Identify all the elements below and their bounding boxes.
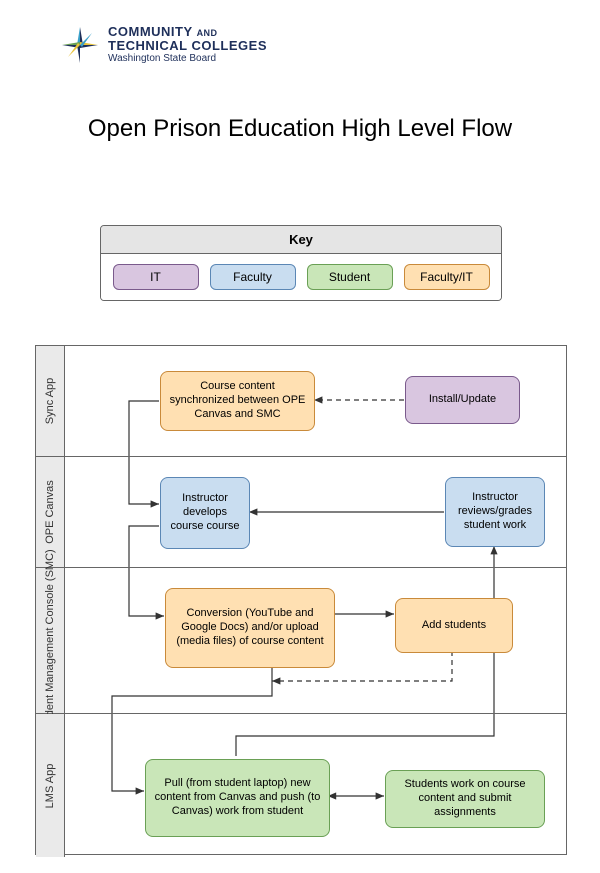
lane-content-ope: Instructor develops course course Instruc…	[65, 457, 566, 567]
legend-chip-faculty-it: Faculty/IT	[404, 264, 490, 290]
lane-content-sync: Course content synchronized between OPE …	[65, 346, 566, 456]
node-smc_conv: Conversion (YouTube and Google Docs) and…	[165, 588, 335, 668]
node-sync_install: Install/Update	[405, 376, 520, 424]
lane-label-smc: Student Management Console (SMC)	[36, 568, 65, 713]
logo-subtitle: Washington State Board	[108, 54, 267, 65]
logo-line1a: COMMUNITY	[108, 24, 192, 39]
page-title: Open Prison Education High Level Flow	[0, 115, 600, 143]
legend: Key IT Faculty Student Faculty/IT	[100, 225, 502, 301]
lane-lms: LMS App Pull (from student laptop) new co…	[36, 714, 566, 857]
lane-content-lms: Pull (from student laptop) new content f…	[65, 714, 566, 857]
node-smc_add: Add students	[395, 598, 513, 653]
logo: COMMUNITY AND TECHNICAL COLLEGES Washing…	[60, 25, 267, 65]
legend-chip-faculty: Faculty	[210, 264, 296, 290]
lane-content-smc: Conversion (YouTube and Google Docs) and…	[65, 568, 566, 713]
legend-chip-student: Student	[307, 264, 393, 290]
logo-line2: TECHNICAL COLLEGES	[108, 39, 267, 53]
node-ope_review: Instructor reviews/grades student work	[445, 477, 545, 547]
node-lms_pull: Pull (from student laptop) new content f…	[145, 759, 330, 837]
node-sync_course: Course content synchronized between OPE …	[160, 371, 315, 431]
lane-sync: Sync App Course content synchronized betw…	[36, 346, 566, 457]
swimlanes: Sync App Course content synchronized betw…	[35, 345, 567, 855]
legend-header: Key	[101, 226, 501, 254]
lane-ope: OPE CanvasInstructor develops course cou…	[36, 457, 566, 568]
lane-smc: Student Management Console (SMC) Conversi…	[36, 568, 566, 714]
node-ope_dev: Instructor develops course course	[160, 477, 250, 549]
lane-label-sync: Sync App	[36, 346, 65, 456]
logo-text: COMMUNITY AND TECHNICAL COLLEGES Washing…	[108, 25, 267, 65]
logo-star-icon	[60, 25, 100, 65]
logo-line1b: AND	[197, 28, 218, 38]
lane-label-lms: LMS App	[36, 714, 65, 857]
legend-chip-it: IT	[113, 264, 199, 290]
node-lms_work: Students work on course content and subm…	[385, 770, 545, 828]
